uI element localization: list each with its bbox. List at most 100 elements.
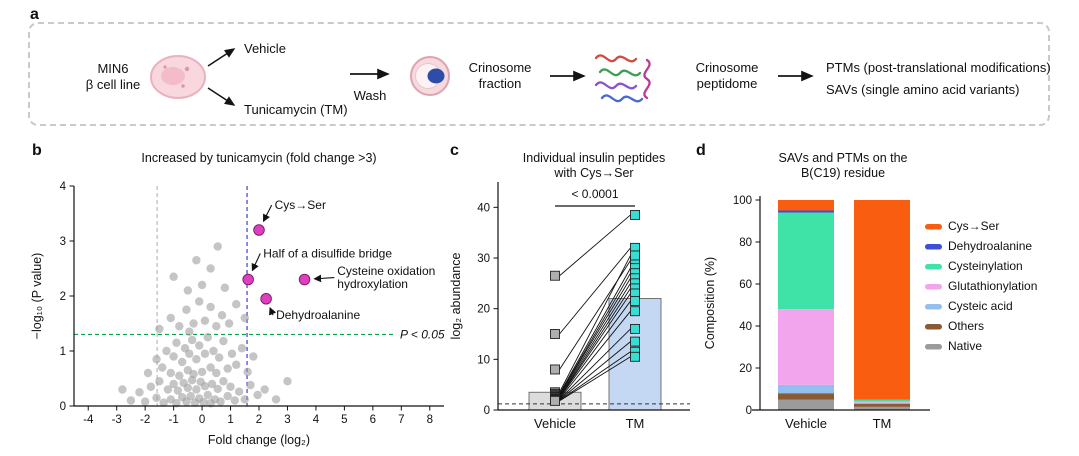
volcano-point	[192, 355, 201, 364]
pair-connector-line	[559, 328, 631, 400]
volcano-point	[207, 379, 217, 389]
y-tick-label: 10	[477, 354, 490, 366]
x-axis-label: Fold change (log₂)	[208, 433, 310, 447]
treatment-tm-label: Tunicamycin (TM)	[244, 102, 348, 117]
volcano-point	[118, 385, 127, 394]
volcano-point	[172, 338, 181, 347]
volcano-point	[155, 377, 164, 386]
category-label: Vehicle	[534, 416, 576, 431]
x-tick-label: -1	[168, 414, 178, 426]
volcano-point	[200, 349, 210, 358]
volcano-annotation: hydroxylation	[337, 277, 408, 291]
volcano-point	[213, 384, 222, 394]
volcano-point	[212, 368, 221, 378]
vehicle-point	[550, 329, 560, 339]
crinosome-cell-icon	[410, 56, 450, 96]
x-tick-label: -4	[83, 414, 94, 426]
volcano-point	[159, 398, 168, 407]
legend-label: Cysteic acid	[948, 299, 1013, 313]
y-axis-label: −log₁₀ (P value)	[30, 253, 44, 340]
vehicle-point	[550, 270, 560, 281]
legend-swatch-icon	[925, 304, 942, 310]
volcano-highlight-point	[260, 292, 272, 305]
volcano-point	[183, 286, 193, 295]
volcano-point	[169, 272, 178, 281]
crinosome-fraction-line2: fraction	[479, 76, 522, 91]
category-label: TM	[873, 416, 892, 431]
pvalue-threshold-label: P < 0.05	[400, 327, 445, 341]
legend-label: Glutathionylation	[948, 279, 1037, 293]
y-tick-label: 40	[739, 321, 752, 333]
volcano-point	[223, 364, 232, 373]
cell-line-name: MIN6	[97, 61, 128, 76]
pair-connector-line	[559, 351, 631, 401]
x-tick-label: 3	[284, 414, 290, 426]
workflow-diagram: MIN6 β cell line Vehicle Tunicamycin (TM…	[86, 41, 1051, 117]
volcano-point	[126, 396, 136, 405]
volcano-point	[143, 368, 153, 378]
pair-connector-line	[559, 356, 631, 402]
legend-label: Native	[948, 339, 982, 353]
volcano-point	[197, 367, 207, 377]
volcano-highlight-point	[298, 273, 311, 286]
volcano-point	[271, 395, 281, 404]
legend-swatch-icon	[925, 324, 942, 330]
crinosome-fraction-line1: Crinosome	[469, 60, 532, 75]
volcano-highlight-point	[242, 273, 254, 286]
volcano-point	[183, 383, 193, 393]
volcano-point	[232, 300, 241, 309]
significance-label: < 0.0001	[571, 187, 618, 201]
volcano-point	[197, 280, 207, 290]
x-tick-label: 2	[256, 414, 262, 426]
stack-segment	[778, 384, 834, 394]
pair-connector-line	[559, 214, 631, 277]
volcano-point	[152, 355, 161, 364]
stack-segment	[778, 200, 834, 211]
volcano-annotation: Dehydroalanine	[276, 308, 360, 322]
stack-segment	[854, 399, 910, 402]
volcano-annotation: Half of a disulfide bridge	[263, 247, 392, 261]
volcano-annotation: Cys→Ser	[275, 198, 326, 212]
y-axis-label: Composition (%)	[703, 257, 717, 349]
stack-segment	[854, 403, 910, 407]
y-tick-label: 2	[60, 291, 66, 303]
volcano-point	[173, 386, 183, 395]
x-tick-label: -3	[112, 414, 122, 426]
volcano-point	[217, 311, 227, 320]
y-tick-label: 80	[739, 237, 752, 249]
treatment-vehicle-label: Vehicle	[244, 41, 286, 56]
annotation-arrow-icon	[313, 274, 335, 283]
volcano-point	[234, 387, 244, 396]
tm-point	[630, 296, 640, 307]
stack-segment	[854, 401, 910, 403]
volcano-point	[219, 336, 228, 346]
vehicle-point	[550, 395, 560, 406]
x-tick-label: 0	[199, 414, 205, 426]
volcano-point	[223, 391, 232, 401]
volcano-point	[199, 397, 208, 407]
pair-connector-line	[559, 300, 631, 399]
volcano-point	[200, 382, 210, 391]
volcano-point	[186, 391, 195, 401]
y-tick-label: 1	[60, 346, 66, 358]
legend-swatch-icon	[925, 264, 942, 270]
pair-connector-line	[559, 278, 631, 396]
tm-point	[630, 306, 640, 317]
volcano-point	[195, 341, 204, 350]
volcano-point	[187, 335, 197, 345]
pair-connector-line	[559, 341, 631, 401]
volcano-point	[169, 379, 178, 389]
volcano-point	[185, 349, 194, 358]
legend-label: Cys→Ser	[948, 219, 999, 233]
legend-swatch-icon	[925, 344, 942, 350]
vehicle-point	[550, 364, 560, 375]
stacked-title: SAVs and PTMs on the	[779, 151, 908, 165]
legend-label: Others	[948, 319, 984, 333]
x-tick-label: 4	[313, 414, 320, 426]
volcano-point	[140, 397, 150, 406]
volcano-point	[212, 322, 221, 331]
annotation-arrow-icon	[251, 253, 261, 272]
stack-segment	[778, 212, 834, 310]
